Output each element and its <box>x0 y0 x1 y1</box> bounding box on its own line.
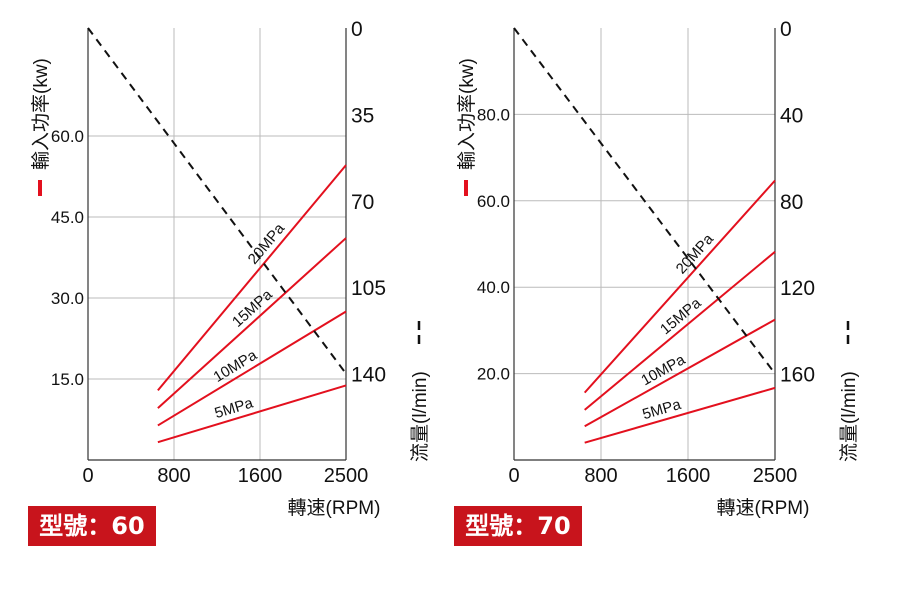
model-badge-label: 型號：60 <box>39 512 144 540</box>
power-line-20MPa <box>583 179 776 394</box>
model-badge <box>454 506 582 546</box>
power-line-5MPa <box>584 386 776 444</box>
x-tick-label: 800 <box>157 465 190 487</box>
flow-line <box>513 27 776 375</box>
y-tick-label-left: 15.0 <box>51 370 84 389</box>
x-tick-label: 2500 <box>753 465 798 487</box>
series-label: 10MPa <box>638 351 688 389</box>
y-tick-label-right: 120 <box>780 277 815 300</box>
y-tick-label-right: 40 <box>780 104 803 127</box>
power-line-20MPa <box>157 164 347 391</box>
power-line-15MPa <box>584 251 776 411</box>
y-tick-label-right: 0 <box>780 18 792 41</box>
x-axis-label: 轉速(RPM) <box>717 497 810 519</box>
y-tick-label-left: 45.0 <box>51 208 84 227</box>
y-axis-label-right: 流量(l/min) <box>838 371 860 462</box>
power-line-15MPa <box>157 237 347 409</box>
x-tick-label: 1600 <box>238 465 283 487</box>
x-tick-label: 800 <box>584 465 617 487</box>
y-axis-label-left: 輸入功率(kw) <box>456 58 478 170</box>
model-badge-label: 型號：70 <box>465 512 570 540</box>
model-badge <box>28 506 156 546</box>
y-tick-label-right: 105 <box>351 277 386 300</box>
x-axis-label: 轉速(RPM) <box>288 497 381 519</box>
power-line-10MPa <box>157 310 347 427</box>
y-axis-label-left: 輸入功率(kw) <box>30 58 52 170</box>
chart-panel-0: 0 800 1600 2500 15.0 30.0 45.0 60.0 0 35 70 105 140 轉… <box>28 18 431 546</box>
y-tick-label-right: 80 <box>780 191 803 214</box>
y-tick-label-left: 60.0 <box>51 127 84 146</box>
power-line-10MPa <box>584 318 776 428</box>
y-tick-label-right: 35 <box>351 104 374 127</box>
series-label: 5MPa <box>213 394 256 422</box>
y-tick-label-left: 60.0 <box>477 192 510 211</box>
flow-line <box>87 27 347 375</box>
chart-panel-1: 0 800 1600 2500 20.0 40.0 60.0 80.0 0 40 80 120 160 轉… <box>454 18 860 546</box>
y-tick-label-right: 160 <box>780 364 815 387</box>
y-tick-label-left: 40.0 <box>477 278 510 297</box>
x-tick-label: 2500 <box>324 465 369 487</box>
y-tick-label-right: 140 <box>351 364 386 387</box>
y-tick-label-left: 80.0 <box>477 105 510 124</box>
y-tick-label-right: 70 <box>351 191 374 214</box>
y-tick-label-left: 30.0 <box>51 289 84 308</box>
series-label: 5MPa <box>641 396 684 423</box>
power-line-5MPa <box>157 384 347 444</box>
x-tick-label: 0 <box>82 465 93 487</box>
y-axis-label-right: 流量(l/min) <box>409 371 431 462</box>
y-tick-label-left: 20.0 <box>477 365 510 384</box>
x-tick-label: 1600 <box>666 465 711 487</box>
series-label: 10MPa <box>210 346 260 386</box>
y-tick-label-right: 0 <box>351 18 363 41</box>
x-tick-label: 0 <box>508 465 519 487</box>
